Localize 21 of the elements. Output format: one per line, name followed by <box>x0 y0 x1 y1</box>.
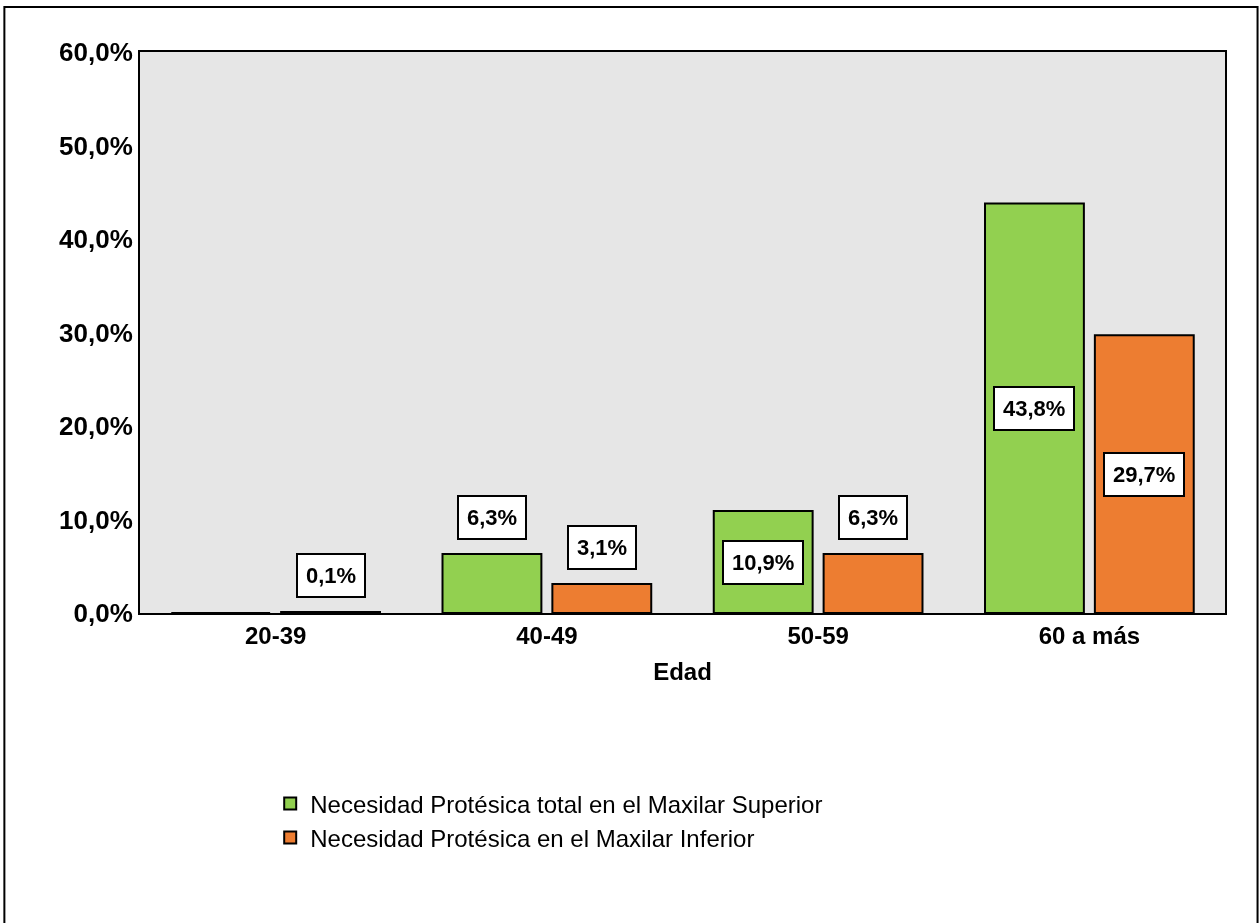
x-tick-label: 50-59 <box>787 621 849 649</box>
y-tick-label: 50,0% <box>59 130 133 161</box>
x-tick-label: 60 a más <box>1038 621 1141 649</box>
y-tick-label: 30,0% <box>59 317 133 348</box>
legend-label: Necesidad Protésica total en el Maxilar Superior <box>310 790 823 818</box>
x-tick-label: 20-39 <box>244 621 307 649</box>
y-tick-label: 40,0% <box>59 224 133 255</box>
data-label: 43,8% <box>1003 396 1066 421</box>
y-tick-label: 20,0% <box>59 411 133 442</box>
data-label: 6,3% <box>467 505 518 530</box>
data-label: 3,1% <box>577 535 628 560</box>
x-axis-title: Edad <box>653 657 712 685</box>
data-label: 6,3% <box>848 505 899 530</box>
y-tick-label: 60,0% <box>59 37 133 68</box>
data-label: 0,1% <box>306 563 357 588</box>
data-label: 29,7% <box>1113 462 1176 487</box>
y-tick-label: 0,0% <box>73 598 133 629</box>
x-tick-label: 40-49 <box>516 621 578 649</box>
y-tick-label: 10,0% <box>59 504 133 535</box>
legend-label: Necesidad Protésica en el Maxilar Inferior <box>310 824 755 852</box>
data-label: 10,9% <box>732 550 795 575</box>
